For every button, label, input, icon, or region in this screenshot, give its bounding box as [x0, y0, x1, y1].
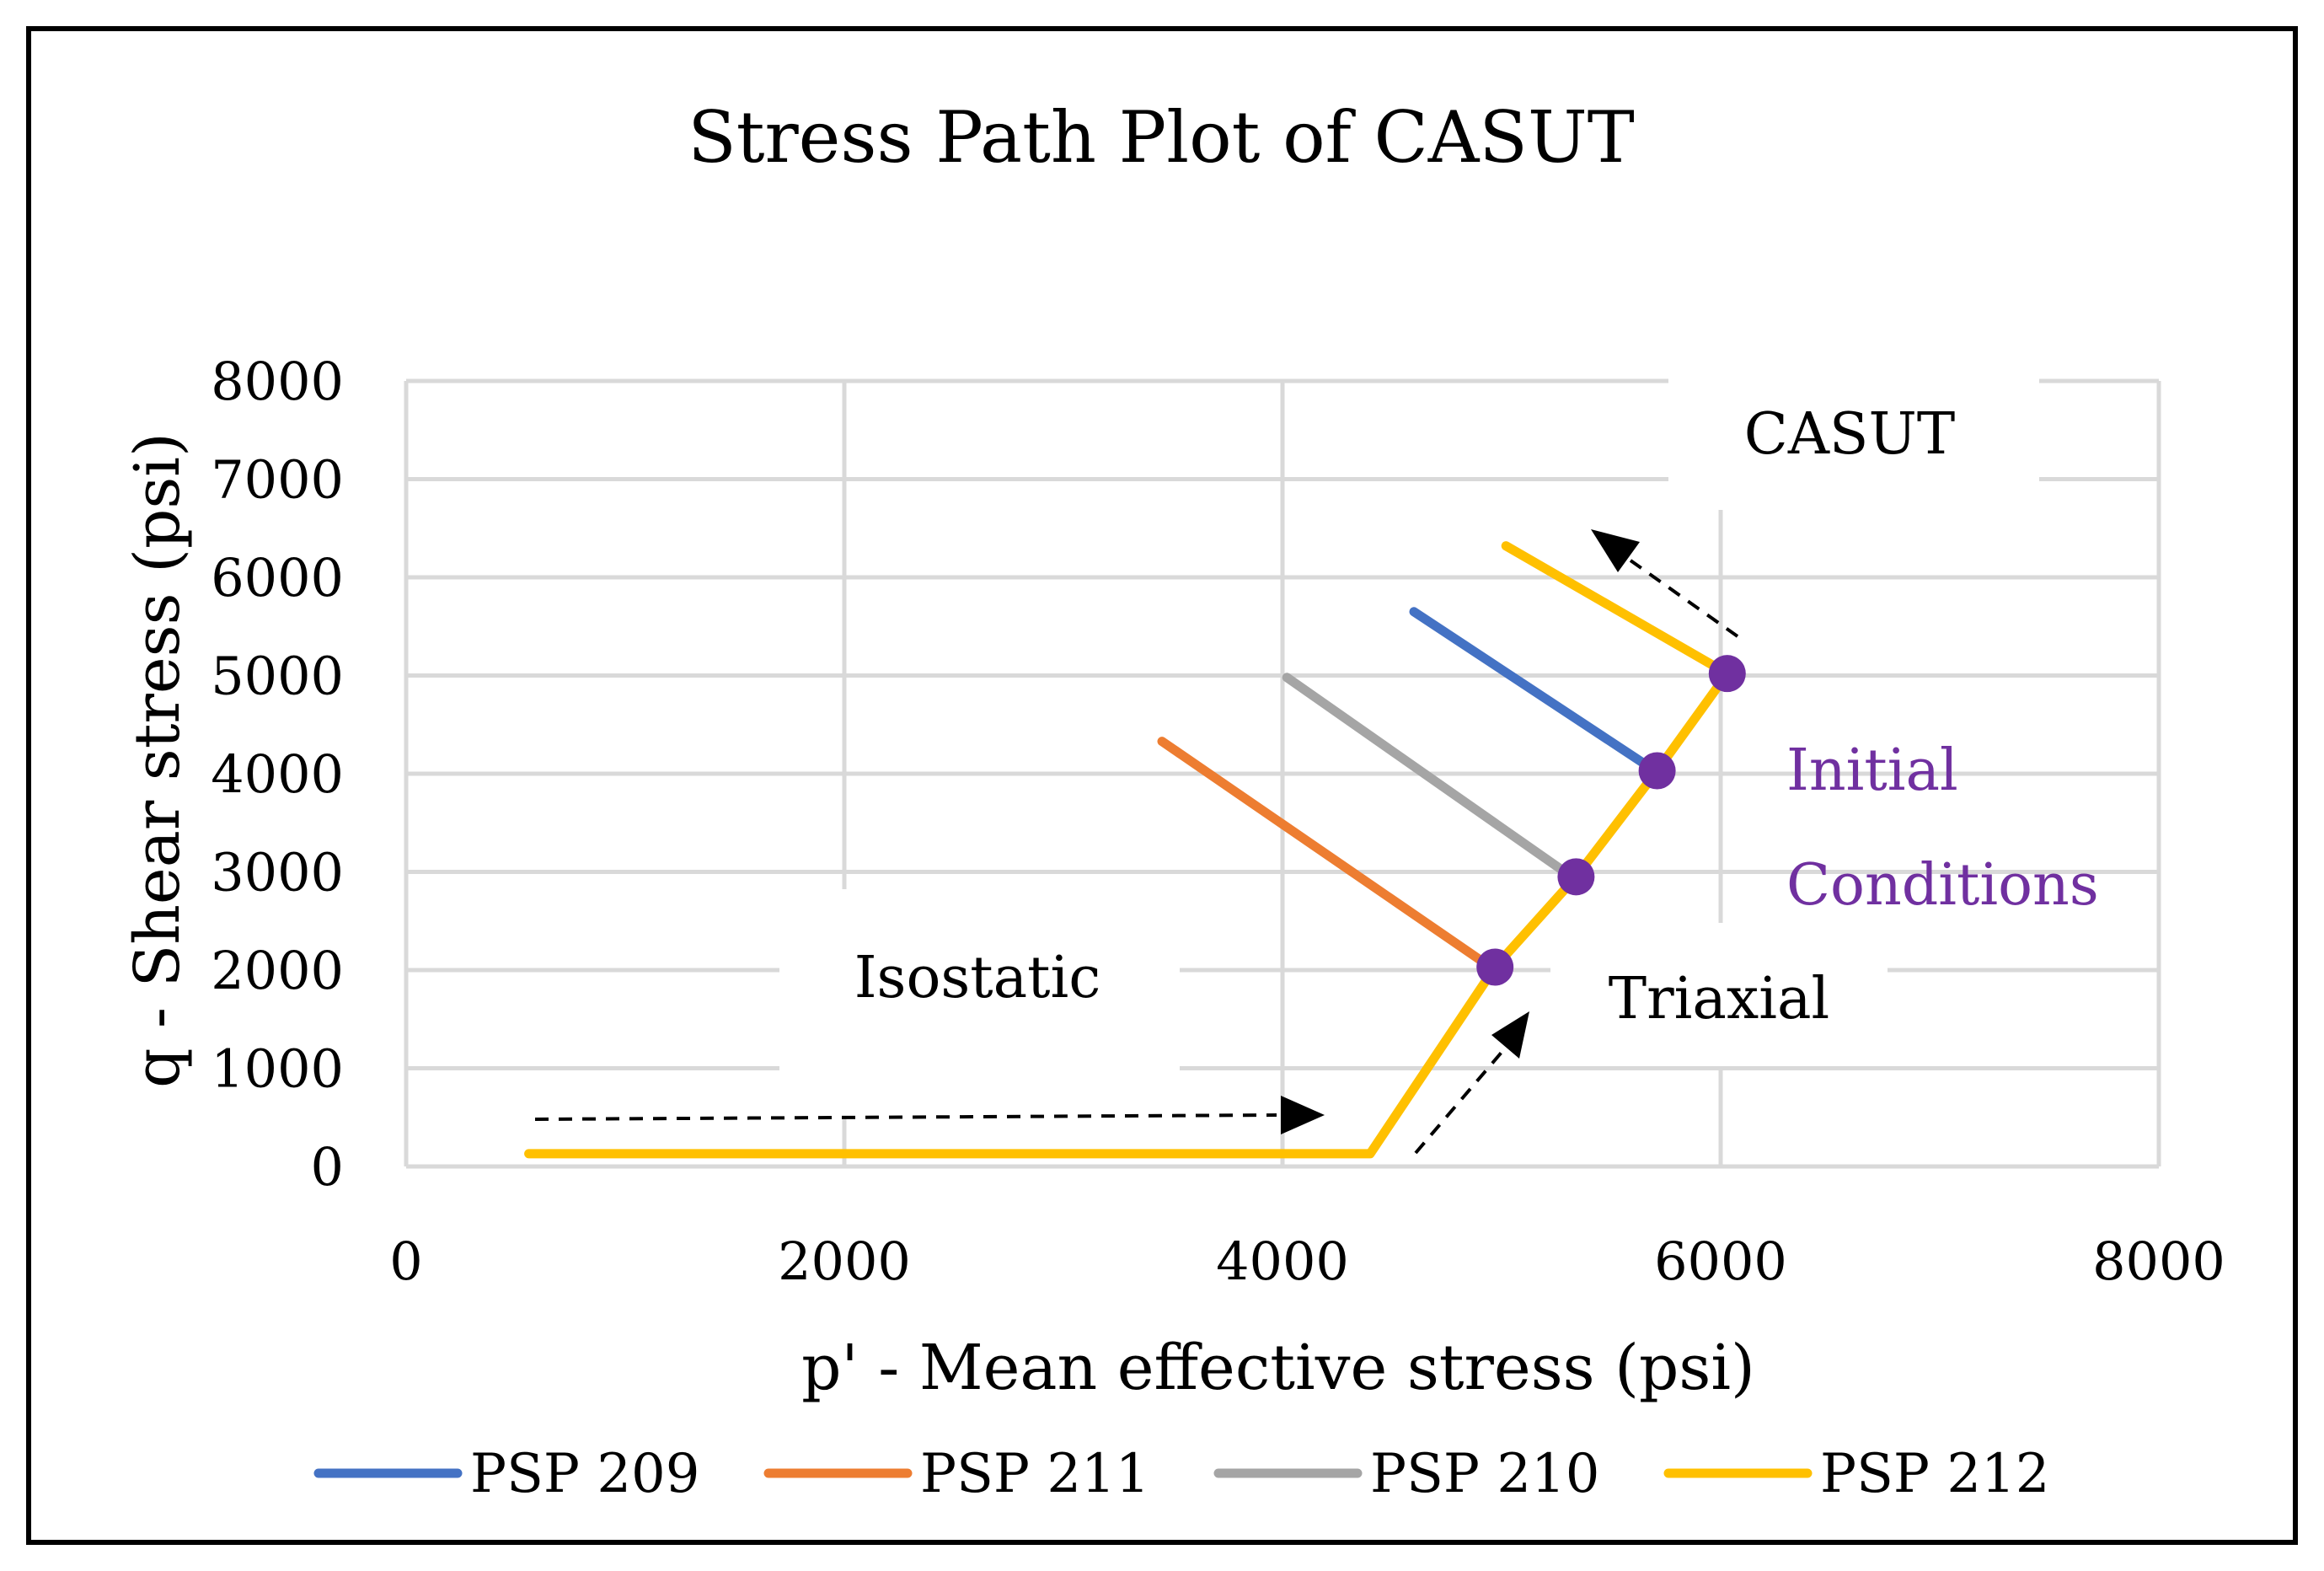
legend-label: PSP 211: [920, 1443, 1149, 1505]
initial-condition-point: [1638, 752, 1676, 790]
y-tick-label: 0: [311, 1136, 344, 1198]
triaxial-arrowhead: [1491, 1011, 1529, 1059]
y-tick-label: 2000: [211, 940, 344, 1001]
x-tick-label: 0: [389, 1231, 422, 1292]
legend: PSP 209 PSP 211 PSP 210 PSP 212: [313, 1443, 2049, 1505]
y-tick-label: 6000: [211, 547, 344, 609]
legend-label: PSP 212: [1820, 1443, 2049, 1505]
series-line-psp-210: [1282, 673, 1577, 882]
casut-arrowhead: [1591, 529, 1640, 572]
initial-conditions-label-line2: Conditions: [1786, 852, 2099, 919]
direction-arrows: [534, 529, 1739, 1155]
x-tick-label: 8000: [2092, 1231, 2225, 1292]
series-line-psp-209: [1409, 607, 1660, 775]
isostatic-label-backdrop: [779, 889, 1180, 1117]
x-tick-label: 4000: [1216, 1231, 1349, 1292]
initial-condition-markers: [1476, 655, 1746, 986]
triaxial-label: Triaxial: [1609, 966, 1830, 1032]
y-tick-label: 4000: [211, 743, 344, 805]
triaxial-label-backdrop: [1550, 923, 1888, 1066]
x-axis-label: p' - Mean effective stress (psi): [801, 1332, 1755, 1404]
x-tick-label: 2000: [778, 1231, 911, 1292]
x-tick-label: 6000: [1654, 1231, 1787, 1292]
initial-condition-point: [1557, 858, 1595, 896]
chart-title: Stress Path Plot of CASUT: [688, 96, 1635, 179]
y-tick-label: 1000: [211, 1038, 344, 1100]
initial-condition-point: [1708, 655, 1746, 693]
y-tick-label: 5000: [211, 646, 344, 707]
isostatic-arrow: [534, 1113, 1277, 1121]
y-axis-label: q - Shear stress (psi): [121, 432, 194, 1088]
y-tick-label: 7000: [211, 449, 344, 511]
outer-frame: [26, 26, 2298, 1545]
tick-labels: 0 1000 2000 3000 4000 5000 6000 7000 8000 0 2000 40…: [211, 351, 2225, 1292]
isostatic-label: Isostatic: [854, 945, 1101, 1011]
casut-label: CASUT: [1744, 401, 1955, 468]
y-tick-label: 3000: [211, 842, 344, 903]
initial-condition-point: [1476, 948, 1514, 986]
series-line-psp-211: [1157, 737, 1496, 972]
legend-label: PSP 209: [470, 1443, 699, 1505]
isostatic-arrowhead: [1281, 1096, 1325, 1134]
initial-conditions-label-line1: Initial: [1786, 737, 1958, 804]
legend-label: PSP 210: [1370, 1443, 1599, 1505]
y-tick-label: 8000: [211, 351, 344, 412]
casut-label-backdrop: [1668, 371, 2039, 510]
